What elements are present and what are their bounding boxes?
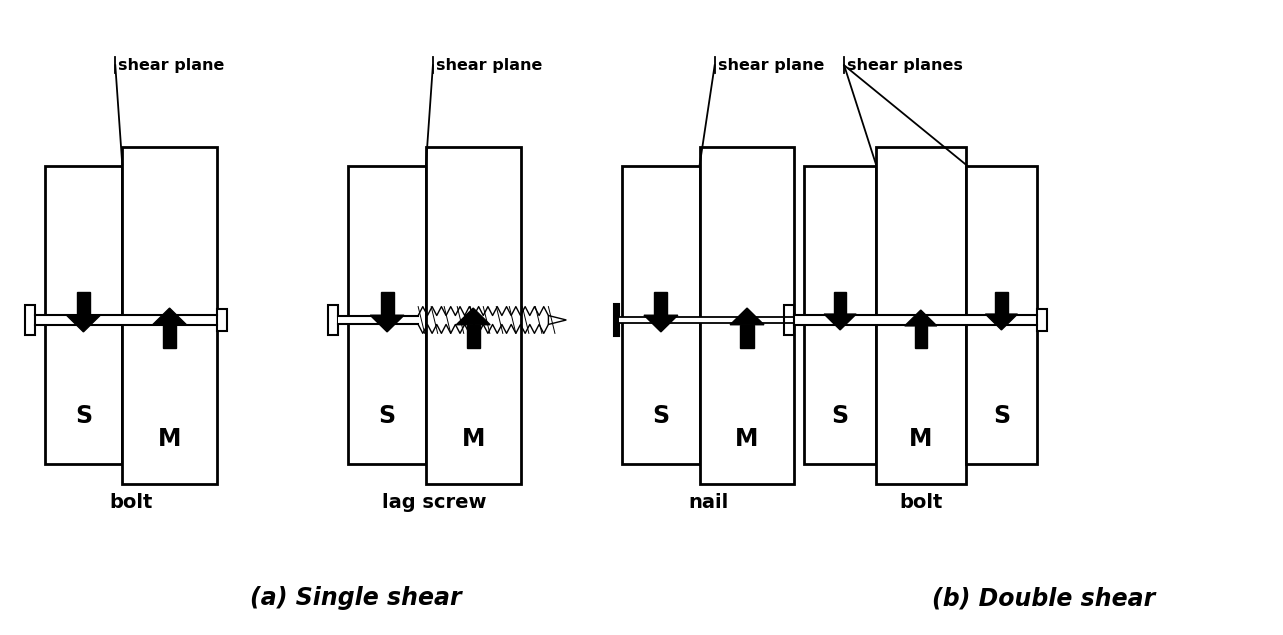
Text: S: S	[993, 404, 1010, 428]
Bar	[122, 147, 217, 483]
Text: shear plane: shear plane	[118, 58, 225, 73]
Polygon shape	[163, 324, 176, 348]
Polygon shape	[77, 292, 90, 315]
Bar	[794, 315, 1037, 325]
Bar	[35, 315, 217, 325]
Bar	[339, 316, 418, 324]
Text: bolt: bolt	[109, 493, 153, 512]
Bar	[615, 304, 620, 336]
Polygon shape	[730, 308, 763, 324]
Polygon shape	[794, 316, 808, 323]
Text: bolt: bolt	[899, 493, 943, 512]
Bar	[622, 166, 699, 464]
Bar	[620, 316, 794, 323]
Polygon shape	[915, 326, 928, 348]
Polygon shape	[644, 315, 677, 332]
Bar	[699, 147, 794, 483]
Bar	[784, 305, 794, 335]
Polygon shape	[985, 314, 1017, 330]
Polygon shape	[996, 292, 1007, 314]
Bar	[24, 305, 35, 335]
Text: M: M	[462, 427, 485, 451]
Text: S: S	[831, 404, 848, 428]
Text: S: S	[74, 404, 92, 428]
Polygon shape	[67, 315, 100, 332]
Bar	[217, 309, 227, 331]
Polygon shape	[654, 292, 667, 315]
Bar	[1037, 309, 1047, 331]
Text: M: M	[735, 427, 758, 451]
Polygon shape	[153, 308, 186, 324]
Text: shear planes: shear planes	[847, 58, 964, 73]
Bar	[348, 166, 426, 464]
Text: S: S	[652, 404, 670, 428]
Bar	[876, 147, 966, 483]
Polygon shape	[824, 314, 856, 330]
Polygon shape	[457, 308, 490, 324]
Text: M: M	[910, 427, 933, 451]
Bar	[45, 166, 122, 464]
Polygon shape	[740, 324, 753, 348]
Bar	[966, 166, 1037, 464]
Polygon shape	[905, 310, 937, 326]
Bar	[328, 305, 339, 335]
Text: (b) Double shear: (b) Double shear	[931, 586, 1155, 610]
Text: shear plane: shear plane	[436, 58, 543, 73]
Text: lag screw: lag screw	[382, 493, 486, 512]
Text: M: M	[158, 427, 181, 451]
Polygon shape	[381, 292, 394, 315]
Bar	[804, 166, 876, 464]
Polygon shape	[371, 315, 404, 332]
Text: (a) Single shear: (a) Single shear	[250, 586, 462, 610]
Polygon shape	[834, 292, 847, 314]
Bar	[426, 147, 521, 483]
Text: nail: nail	[688, 493, 729, 512]
Text: shear plane: shear plane	[717, 58, 824, 73]
Polygon shape	[548, 316, 566, 324]
Polygon shape	[467, 324, 480, 348]
Text: S: S	[378, 404, 395, 428]
